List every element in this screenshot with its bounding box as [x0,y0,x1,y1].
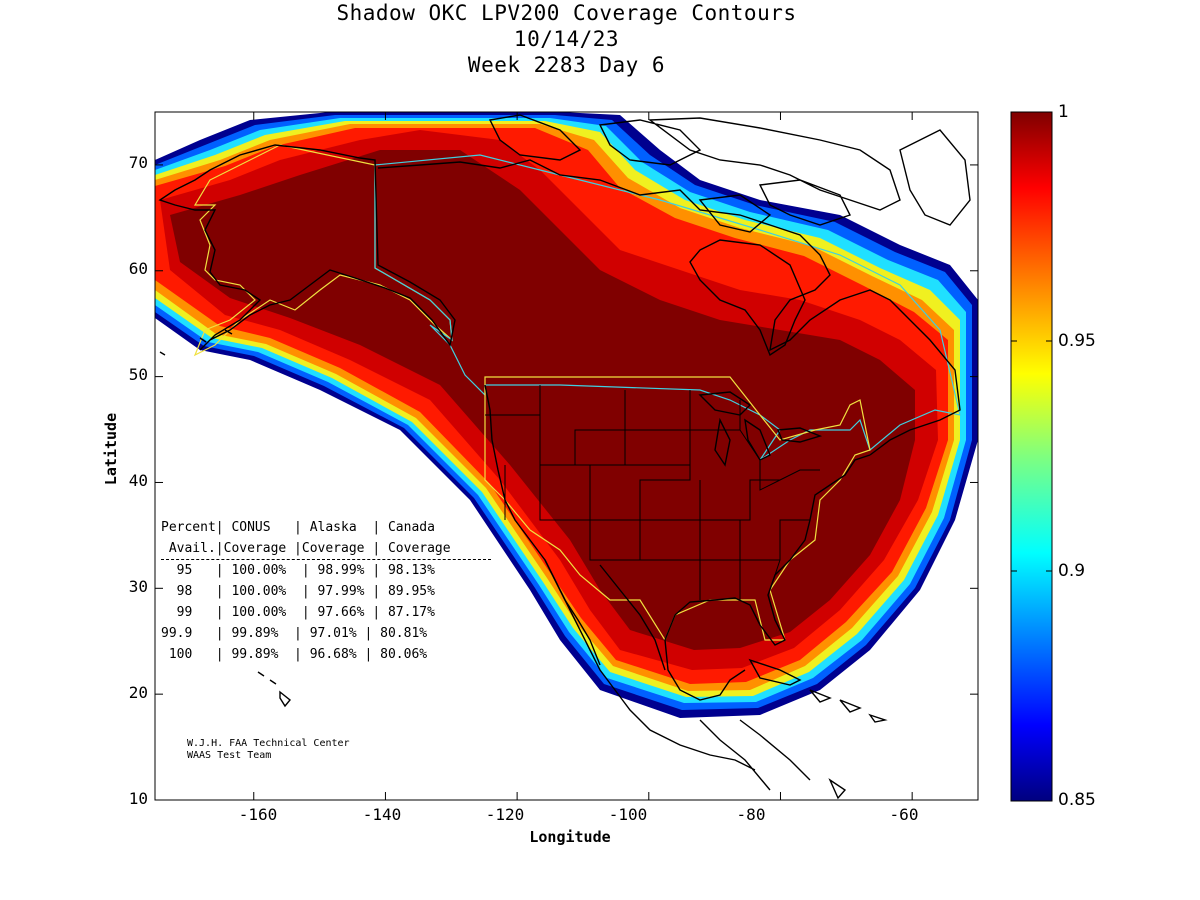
title-line-3: Week 2283 Day 6 [467,53,666,77]
great-lakes [698,391,823,467]
aleutian-islands [159,329,233,356]
colorbar-tick-label: 0.9 [1058,561,1086,581]
title-line-1: Shadow OKC LPV200 Coverage Contours [336,1,797,25]
colorbar-ticks [1011,340,1052,572]
hawaii [257,671,291,708]
coastlines [158,114,971,800]
stats-row: 98 | 100.00% | 97.99% | 89.95% [161,584,435,599]
colorbar [1010,111,1053,802]
ytick-label: 30 [128,577,148,596]
ytick-label: 10 [128,789,148,808]
coverage-stats-table: Percent| CONUS | Alaska | Canada Avail.|… [161,517,491,665]
ytick-label: 60 [128,259,148,278]
stats-row: 95 | 100.00% | 98.99% | 98.13% [161,563,435,578]
credit-line-1: W.J.H. FAA Technical Center [187,738,350,749]
xtick-label: -80 [736,805,766,824]
xtick-label: -140 [362,805,402,824]
credit-line-2: WAAS Test Team [187,750,272,761]
colorbar-tick-label: 0.95 [1058,331,1096,351]
xtick-label: -100 [608,805,648,824]
colorbar-tick-label: 0.85 [1058,790,1096,810]
tick-marks [155,112,978,801]
credit-text: W.J.H. FAA Technical Center WAAS Test Te… [187,738,350,762]
stats-row: 99 | 100.00% | 97.66% | 87.17% [161,605,435,620]
arctic-islands [488,114,971,233]
plot-frame [154,111,979,801]
alaska-coast [158,144,456,351]
hudson-bay-coast [689,239,806,357]
ytick-label: 70 [128,153,148,172]
ytick-label: 50 [128,365,148,384]
caribbean-islands [748,658,888,800]
xtick-label: -120 [485,805,525,824]
title-line-2: 10/14/23 [513,27,620,51]
stats-row: 99.9 | 99.89% | 97.01% | 80.81% [161,626,428,641]
us-state-lines [485,385,820,600]
contour-1.0 [170,150,915,650]
colorbar-tick-label: 1 [1058,102,1069,122]
y-axis-label: Latitude [102,412,120,486]
x-axis-label: Longitude [529,828,611,846]
stats-row: 100 | 99.89% | 96.68% | 80.06% [161,647,428,662]
chart-title: Shadow OKC LPV200 Coverage Contours 10/1… [155,0,978,78]
stats-header-1: Percent| CONUS | Alaska | Canada [161,520,435,535]
coverage-contours [155,112,978,800]
east-coast [664,454,871,701]
ytick-label: 20 [128,683,148,702]
xtick-label: -160 [238,805,278,824]
west-coast [484,384,601,666]
mexico-coast [544,559,811,791]
stats-header-2: Avail.|Coverage |Coverage | Coverage [161,538,491,560]
canada-boundary [374,154,961,461]
xtick-label: -60 [889,805,919,824]
ytick-label: 40 [128,471,148,490]
